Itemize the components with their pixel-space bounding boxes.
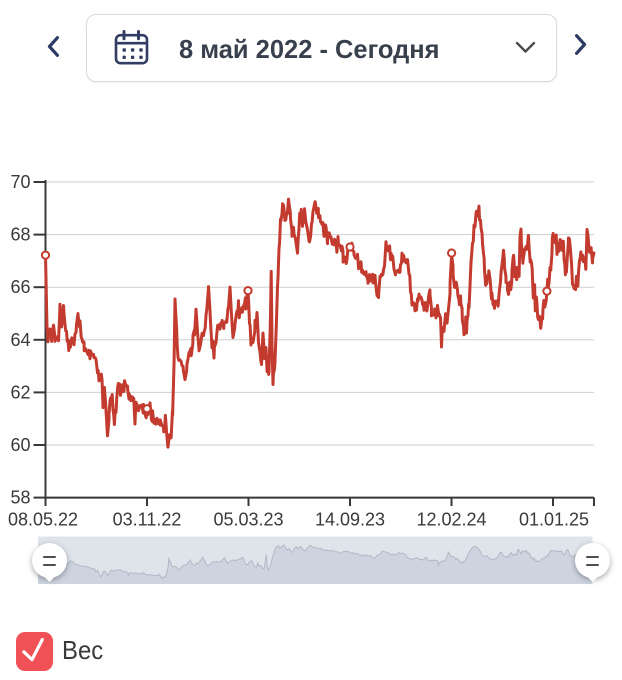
svg-text:14.09.23: 14.09.23 xyxy=(315,510,385,530)
svg-text:08.05.22: 08.05.22 xyxy=(8,510,78,530)
svg-text:58: 58 xyxy=(10,488,30,508)
svg-text:62: 62 xyxy=(10,382,30,402)
svg-text:60: 60 xyxy=(10,435,30,455)
svg-text:70: 70 xyxy=(10,172,30,192)
svg-text:01.01.25: 01.01.25 xyxy=(519,510,589,530)
svg-text:66: 66 xyxy=(10,277,30,297)
svg-text:12.02.24: 12.02.24 xyxy=(416,510,486,530)
svg-text:68: 68 xyxy=(10,225,30,245)
svg-text:05.03.23: 05.03.23 xyxy=(213,510,283,530)
svg-text:64: 64 xyxy=(10,330,30,350)
svg-text:03.11.22: 03.11.22 xyxy=(113,510,182,530)
